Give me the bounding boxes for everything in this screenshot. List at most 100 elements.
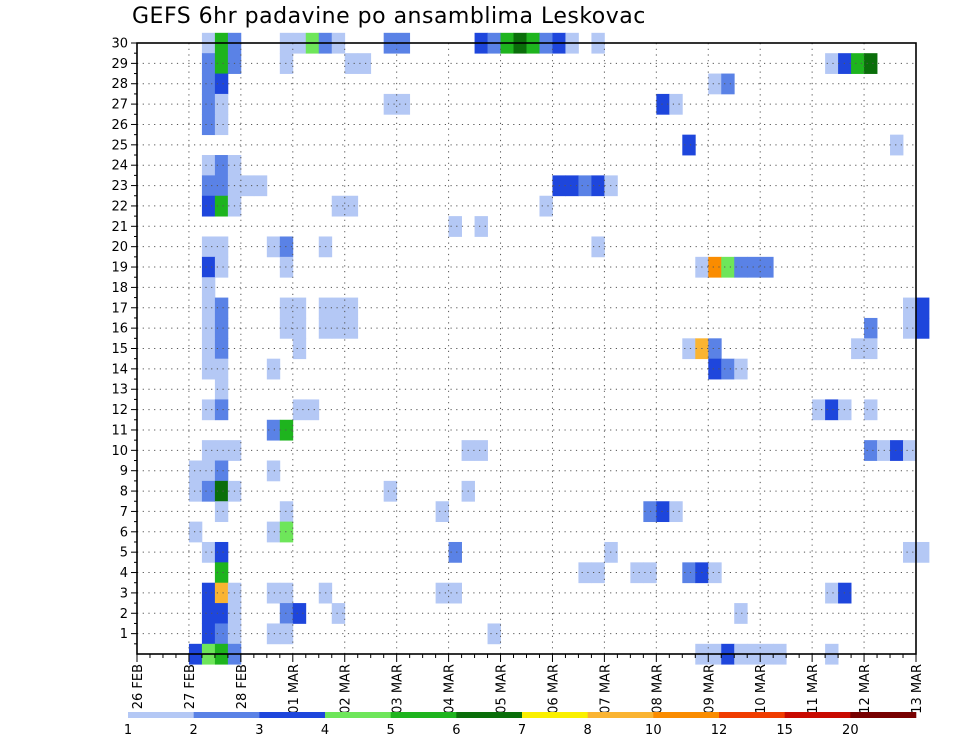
legend-label: 8 <box>584 723 592 738</box>
heatmap-cells <box>188 32 930 665</box>
heatmap-cell <box>201 53 216 74</box>
heatmap-cell <box>214 399 229 421</box>
y-tick-label: 3 <box>120 586 128 601</box>
heatmap-cell <box>201 73 216 95</box>
y-tick-label: 2 <box>120 607 128 622</box>
y-tick-label: 11 <box>111 423 128 438</box>
heatmap-cell <box>734 603 748 624</box>
heatmap-cell <box>188 521 203 543</box>
heatmap-cell <box>916 317 930 339</box>
heatmap-cell <box>214 338 229 360</box>
legend-swatch <box>850 712 917 718</box>
heatmap-cell <box>279 256 294 278</box>
heatmap-cell <box>214 358 229 380</box>
heatmap-cell <box>214 317 229 339</box>
heatmap-cell <box>266 358 281 380</box>
heatmap-cell <box>214 460 229 482</box>
x-tick-label: 11 MAR <box>806 664 821 714</box>
y-tick-label: 8 <box>120 485 128 500</box>
heatmap-cell <box>214 603 229 624</box>
heatmap-cell <box>214 175 229 197</box>
heatmap-cell <box>214 440 229 461</box>
heatmap-cell <box>630 562 644 584</box>
heatmap-cell <box>331 603 346 624</box>
heatmap-cell <box>201 623 216 645</box>
x-tick-label: 09 MAR <box>702 664 717 714</box>
heatmap-cell <box>812 399 826 421</box>
heatmap-cell <box>669 93 683 115</box>
heatmap-cell <box>214 623 229 645</box>
heatmap-cell <box>214 582 229 604</box>
heatmap-cell <box>721 256 735 278</box>
heatmap-cell <box>214 73 229 95</box>
heatmap-cell <box>591 175 605 197</box>
heatmap-cell <box>201 155 216 176</box>
heatmap-cell <box>565 175 579 197</box>
y-tick-label: 20 <box>111 240 128 255</box>
heatmap-cell <box>578 562 592 584</box>
y-tick-label: 26 <box>111 118 128 133</box>
heatmap-cell <box>201 236 216 258</box>
x-tick-label: 13 MAR <box>910 664 925 714</box>
heatmap-cell <box>279 582 294 604</box>
heatmap-cell <box>734 256 748 278</box>
heatmap-cell <box>266 521 281 543</box>
y-tick-label: 10 <box>111 444 128 459</box>
heatmap-cell <box>903 440 917 461</box>
x-tick-label: 04 MAR <box>443 664 458 714</box>
heatmap-cell <box>344 297 359 319</box>
legend-label: 2 <box>190 723 198 738</box>
heatmap-cell <box>266 460 281 482</box>
heatmap-cell <box>903 541 917 563</box>
heatmap-cell <box>279 603 294 624</box>
y-tick-label: 12 <box>111 403 128 418</box>
heatmap-cell <box>448 541 462 563</box>
heatmap-cell <box>760 256 774 278</box>
heatmap-cell <box>279 297 294 319</box>
heatmap-cell <box>279 419 294 441</box>
heatmap-cell <box>851 53 865 74</box>
y-tick-label: 18 <box>111 281 128 296</box>
x-tick-label: 12 MAR <box>858 664 873 714</box>
heatmap-cell <box>292 317 307 339</box>
heatmap-cell <box>890 440 904 461</box>
x-tick-label: 07 MAR <box>598 664 613 714</box>
legend-swatch <box>456 712 523 718</box>
heatmap-cell <box>201 399 216 421</box>
heatmap-cell <box>214 93 229 115</box>
heatmap-cell <box>864 53 878 74</box>
heatmap-cell <box>331 317 346 339</box>
legend-label: 4 <box>321 723 329 738</box>
heatmap-cell <box>201 317 216 339</box>
y-tick-label: 17 <box>111 301 128 316</box>
heatmap-cell <box>331 195 346 217</box>
heatmap-cell <box>864 399 878 421</box>
x-tick-label: 28 FEB <box>235 664 250 709</box>
heatmap-cell <box>591 562 605 584</box>
legend-swatch <box>719 712 785 718</box>
heatmap-cell <box>201 256 216 278</box>
heatmap-cell <box>214 236 229 258</box>
y-tick-label: 30 <box>111 37 128 52</box>
grid-lines <box>137 43 916 654</box>
heatmap-cell <box>201 93 216 115</box>
heatmap-cell <box>825 399 839 421</box>
heatmap-cell <box>201 603 216 624</box>
heatmap-cell <box>279 317 294 339</box>
heatmap-cell <box>266 582 281 604</box>
heatmap-cell <box>279 521 294 543</box>
y-tick-label: 4 <box>120 566 128 581</box>
heatmap-cell <box>266 623 281 645</box>
heatmap-cell <box>279 501 294 523</box>
x-tick-label: 02 MAR <box>339 664 354 714</box>
x-tick-label: 08 MAR <box>650 664 665 714</box>
heatmap-cell <box>682 134 696 156</box>
legend-swatch <box>193 712 260 718</box>
heatmap-cell <box>708 256 722 278</box>
legend-label: 15 <box>776 723 793 738</box>
heatmap-cell <box>487 623 501 645</box>
heatmap-cell <box>682 338 696 360</box>
heatmap-cell <box>253 175 268 197</box>
y-tick-label: 5 <box>120 546 128 561</box>
x-tick-label: 06 MAR <box>546 664 561 714</box>
